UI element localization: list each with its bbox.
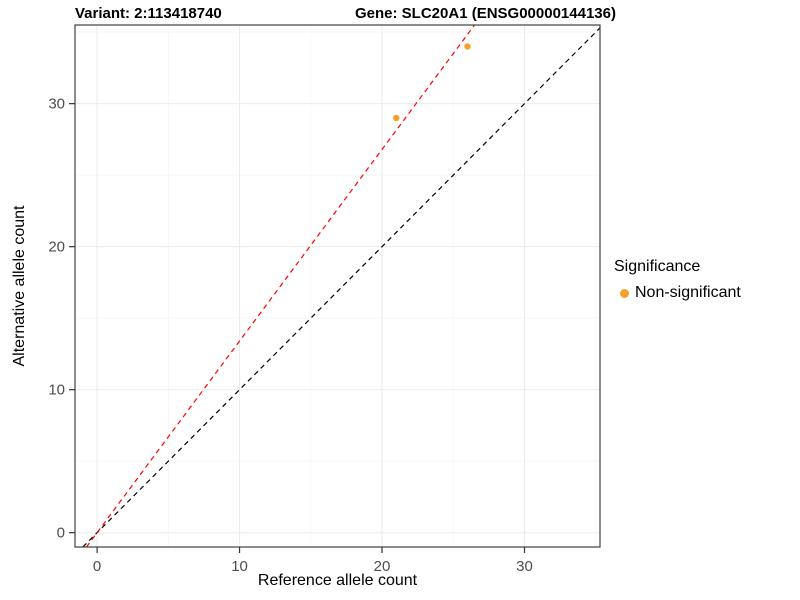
fit-line (85, 24, 476, 548)
y-axis-title: Alternative allele count (11, 205, 28, 367)
data-point (464, 43, 471, 50)
y-tick-label: 0 (57, 525, 65, 542)
x-axis-title: Reference allele count (257, 572, 418, 589)
legend-entry: Non-significant (614, 284, 741, 302)
legend-entry-label: Non-significant (635, 284, 741, 301)
x-tick-label: 10 (231, 558, 248, 575)
legend-title: Significance (614, 258, 701, 275)
y-tick-label: 10 (48, 382, 65, 399)
x-tick-label: 0 (93, 558, 101, 575)
y-tick-label: 20 (48, 239, 65, 256)
y-tick-label: 30 (48, 96, 65, 113)
plot-title-variant: Variant: 2:113418740 (75, 5, 222, 22)
legend-point-icon (620, 288, 629, 298)
legend: Significance Non-significant (614, 258, 741, 302)
plot-panel (75, 25, 600, 547)
plot-title-gene: Gene: SLC20A1 (ENSG00000144136) (355, 5, 616, 22)
x-tick-label: 20 (374, 558, 391, 575)
panel-border (74, 24, 601, 548)
x-tick-label: 30 (516, 558, 533, 575)
data-point (393, 114, 400, 122)
